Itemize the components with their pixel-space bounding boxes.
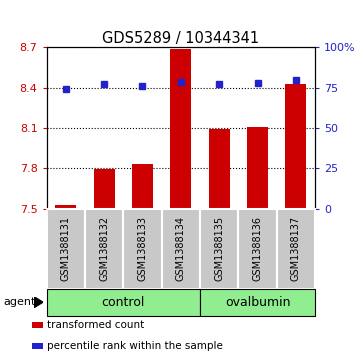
Text: GSM1388134: GSM1388134 xyxy=(176,216,186,281)
Bar xyxy=(132,164,153,209)
Bar xyxy=(200,289,315,316)
Bar xyxy=(85,209,123,289)
Text: transformed count: transformed count xyxy=(47,321,145,330)
Bar xyxy=(161,209,200,289)
Bar xyxy=(170,49,191,209)
Bar xyxy=(209,129,230,209)
Text: ovalbumin: ovalbumin xyxy=(225,296,290,309)
Bar xyxy=(55,205,76,209)
Bar xyxy=(32,343,43,349)
Text: percentile rank within the sample: percentile rank within the sample xyxy=(47,341,223,351)
Text: GSM1388132: GSM1388132 xyxy=(99,216,109,281)
Text: control: control xyxy=(102,296,145,309)
Bar xyxy=(238,209,277,289)
Bar xyxy=(47,209,85,289)
Polygon shape xyxy=(34,297,43,307)
Title: GDS5289 / 10344341: GDS5289 / 10344341 xyxy=(102,31,259,46)
Text: agent: agent xyxy=(4,297,36,307)
Text: GSM1388135: GSM1388135 xyxy=(214,216,224,281)
Bar xyxy=(277,209,315,289)
Bar xyxy=(32,322,43,329)
Bar xyxy=(93,169,115,209)
Bar xyxy=(123,209,161,289)
Bar xyxy=(247,127,268,209)
Text: GSM1388133: GSM1388133 xyxy=(137,216,147,281)
Bar xyxy=(285,83,306,209)
Text: GSM1388131: GSM1388131 xyxy=(61,216,71,281)
Bar xyxy=(47,289,200,316)
Text: GSM1388136: GSM1388136 xyxy=(252,216,262,281)
Bar xyxy=(200,209,238,289)
Text: GSM1388137: GSM1388137 xyxy=(291,216,301,281)
